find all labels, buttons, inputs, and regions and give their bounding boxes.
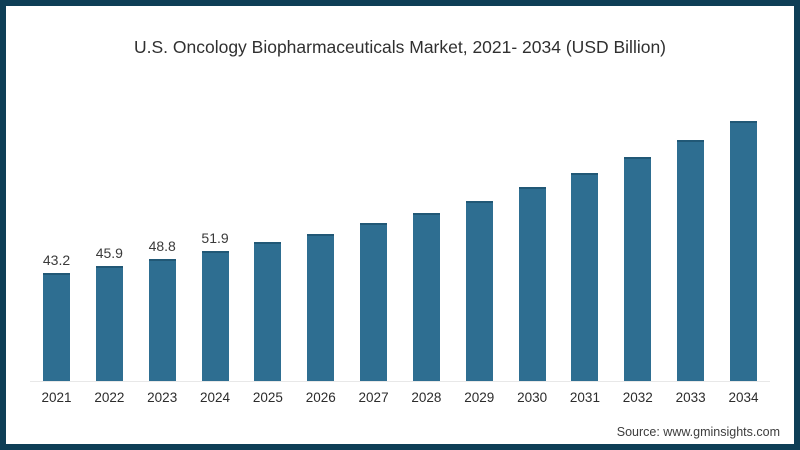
x-tick-label: 2022 <box>94 390 125 405</box>
x-tick-label: 2023 <box>147 390 178 405</box>
bar <box>307 233 335 381</box>
chart-title: U.S. Oncology Biopharmaceuticals Market,… <box>133 37 667 57</box>
bar-column-2027: 2027 <box>359 223 389 405</box>
x-tick-label: 2029 <box>464 390 495 405</box>
x-tick-label: 2025 <box>252 390 283 405</box>
bar-column-2034: 2034 <box>728 121 758 405</box>
bar <box>729 121 757 381</box>
x-tick-label: 2028 <box>411 390 442 405</box>
bar-column-2030: 2030 <box>517 187 547 405</box>
bar <box>518 187 546 381</box>
bar-value-label: 45.9 <box>95 245 123 262</box>
bar-value-label: 43.2 <box>42 252 71 268</box>
bar-value-label: 51.9 <box>201 230 229 247</box>
source-attribution: Source: www.gminsights.com <box>616 425 780 439</box>
bar <box>571 173 599 381</box>
bar <box>412 212 440 381</box>
bar-value-label: 48.8 <box>148 238 176 254</box>
bar <box>465 200 493 381</box>
x-tick-label: 2033 <box>675 390 706 405</box>
bar <box>148 259 176 381</box>
bar-chart-plot-area: 43.2 2021 45.9 2022 48.8 2023 51.9 2024 2025 2026… <box>41 6 758 405</box>
bar-column-2021: 43.2 2021 <box>41 252 71 405</box>
x-tick-label: 2032 <box>622 390 653 405</box>
bar <box>43 273 70 381</box>
bar-column-2023: 48.8 2023 <box>147 238 177 405</box>
x-tick-label: 2030 <box>517 390 548 405</box>
bar-column-2022: 45.9 2022 <box>94 245 124 405</box>
bar <box>95 266 123 381</box>
bar-column-2029: 2029 <box>464 200 494 405</box>
x-tick-label: 2031 <box>569 390 600 405</box>
x-tick-label: 2027 <box>358 390 389 405</box>
bar <box>360 223 388 381</box>
x-tick-label: 2034 <box>728 390 759 405</box>
x-tick-label: 2024 <box>200 390 231 405</box>
x-axis-baseline <box>30 381 770 382</box>
bar-column-2024: 51.9 2024 <box>200 230 230 405</box>
bar-column-2026: 2026 <box>306 233 336 405</box>
bar-column-2033: 2033 <box>676 140 706 405</box>
bar <box>677 140 705 381</box>
bar <box>624 157 652 381</box>
bar-column-2032: 2032 <box>623 157 653 405</box>
bar-column-2028: 2028 <box>411 212 441 405</box>
bar <box>254 242 282 381</box>
bar <box>201 251 229 381</box>
x-tick-label: 2026 <box>305 390 336 405</box>
x-tick-label: 2021 <box>41 390 72 405</box>
bar-column-2025: 2025 <box>253 242 283 405</box>
bar-column-2031: 2031 <box>570 173 600 405</box>
